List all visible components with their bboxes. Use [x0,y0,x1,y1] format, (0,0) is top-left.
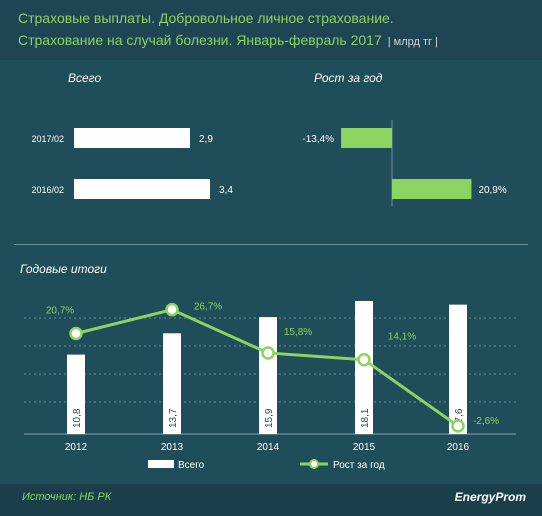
category-label-total-1: 2016/02 [31,185,64,195]
bar-annual-2013 [163,333,181,434]
bar-annual-2015 [355,300,373,434]
data-label-total-1: 3,4 [219,185,233,196]
bar-growth-2016/02 [392,179,472,199]
legend-label-total: Всего [178,460,205,471]
x-tick-label-2014: 2014 [257,442,280,453]
bar-annual-2014 [259,317,277,434]
growth-point-2015 [357,352,371,367]
growth-label-1: 26,7% [194,302,222,313]
panel-title-annual: Годовые итоги [20,262,107,276]
x-tick-label-2016: 2016 [447,442,470,453]
brand-logo: EnergyProm [454,490,526,504]
legend-label-growth: Рост за год [333,460,385,471]
header-band [0,0,542,60]
source-note: Источник: НБ РК [22,491,112,503]
bar-total-2017/02 [74,128,190,148]
legend-swatch-total [148,460,174,468]
data-label-annual-0: 10,8 [72,408,83,428]
data-label-annual-3: 18,1 [360,408,371,428]
data-label-annual-2: 15,9 [264,408,275,428]
chart-title-line1: Страховые выплаты. Добровольное личное с… [18,10,394,26]
legend-marker-growth [309,459,319,469]
data-label-growth-1: 20,9% [478,185,506,196]
category-label-total-0: 2017/02 [31,134,64,144]
unit-label: | млрд тг | [387,36,438,48]
growth-point-2013 [165,302,179,317]
section-divider [14,244,528,245]
bar-annual-2016 [449,304,467,434]
bar-annual-2012 [67,354,85,434]
x-tick-label-2012: 2012 [65,442,88,453]
chart-title-line2-text: Страхование на случай болезни. Январь-фе… [18,32,382,48]
growth-point-2016 [451,419,465,433]
growth-point-2014 [261,346,275,360]
growth-label-4: -2,6% [473,416,499,427]
growth-point-2012 [69,326,83,341]
footer-band [0,484,542,516]
data-label-annual-4: 17,6 [454,408,465,428]
data-label-total-0: 2,9 [199,134,213,145]
data-label-growth-0: -13,4% [302,134,334,145]
chart-title-line2: Страхование на случай болезни. Январь-фе… [18,32,438,48]
bar-total-2016/02 [74,179,210,199]
growth-label-3: 14,1% [388,332,416,343]
bar-growth-2017/02 [341,128,392,148]
growth-label-2: 15,8% [284,327,312,338]
x-tick-label-2013: 2013 [161,442,184,453]
panel-title-growth: Рост за год [314,71,383,85]
growth-label-0: 20,7% [46,305,74,316]
data-label-annual-1: 13,7 [168,408,179,428]
x-tick-label-2015: 2015 [353,442,376,453]
panel-title-total: Всего [68,71,101,85]
